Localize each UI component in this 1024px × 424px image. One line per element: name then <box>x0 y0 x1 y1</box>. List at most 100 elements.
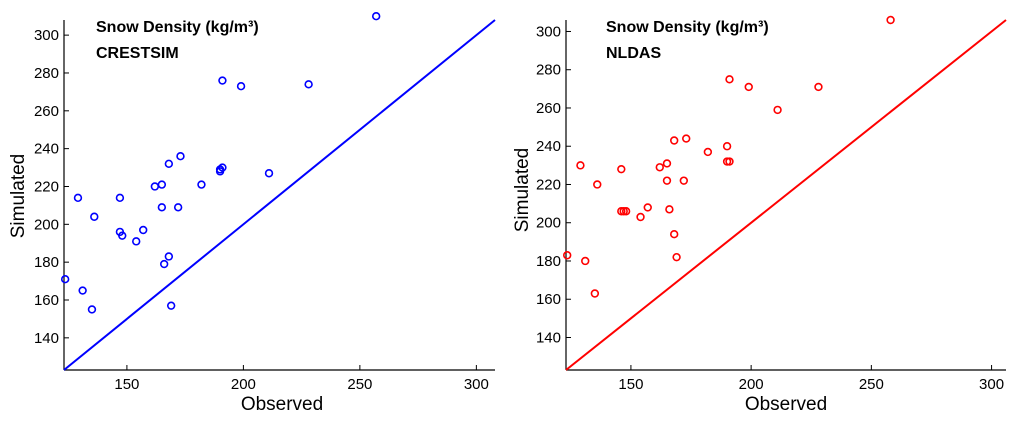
scatter-point <box>73 193 83 203</box>
x-axis-label: Observed <box>241 394 323 415</box>
scatter-point <box>60 274 70 284</box>
x-ticks: 150 200 250 300 <box>114 365 489 393</box>
x-tick-label: 150 <box>618 376 643 393</box>
scatter-point <box>576 161 585 170</box>
scatter-point <box>621 207 631 216</box>
scatter-point <box>118 231 127 240</box>
scatter-point <box>703 147 713 157</box>
panel-nldas: Snow Density (kg/m³) NLDAS Observed Simu… <box>512 15 1007 415</box>
y-tick-label: 200 <box>34 216 59 233</box>
scatter-point <box>581 256 590 266</box>
scatter-points <box>60 12 381 314</box>
axes <box>63 20 495 371</box>
scatter-point <box>166 301 176 310</box>
y-tick-label: 200 <box>536 215 561 232</box>
scatter-point <box>662 159 672 168</box>
y-tick-label: 140 <box>34 330 59 347</box>
reference-line-group <box>565 19 1007 371</box>
scatter-point <box>115 193 125 203</box>
scatter-point <box>655 163 664 172</box>
scatter-point <box>725 157 734 166</box>
x-ticks: 150 200 250 300 <box>618 365 1004 393</box>
y-tick-label: 220 <box>536 176 561 193</box>
y-tick-label: 160 <box>34 292 59 309</box>
y-tick-label: 240 <box>536 138 561 155</box>
scatter-point <box>78 286 87 295</box>
scatter-point <box>176 152 185 161</box>
y-tick-label: 180 <box>34 254 59 271</box>
y-tick-label: 140 <box>536 329 561 346</box>
scatter-point <box>173 203 183 212</box>
scatter-point <box>164 252 174 261</box>
scatter-point <box>371 12 381 21</box>
scatter-point <box>725 75 734 84</box>
scatter-point <box>679 176 689 185</box>
scatter-point <box>132 237 141 246</box>
scatter-point <box>197 180 206 189</box>
scatter-point <box>744 82 753 92</box>
scatter-point <box>672 252 681 262</box>
panel-title-line1: Snow Density (kg/m³) <box>96 19 259 36</box>
y-axis-label: Simulated <box>8 154 29 239</box>
y-tick-label: 260 <box>536 100 561 117</box>
scatter-point <box>236 82 246 91</box>
y-tick-label: 180 <box>536 253 561 270</box>
reference-line-group <box>63 19 496 371</box>
scatter-point <box>164 159 174 168</box>
scatter-point <box>218 163 227 172</box>
y-tick-label: 260 <box>34 103 59 120</box>
scatter-point <box>159 259 169 269</box>
y-tick-label: 300 <box>34 27 59 44</box>
scatter-point <box>593 180 602 189</box>
y-tick-label: 240 <box>34 141 59 158</box>
scatter-point <box>157 203 167 212</box>
scatter-point <box>662 176 672 185</box>
scatter-point <box>304 80 313 89</box>
y-ticks: 140 160 180 200 220 240 260 280 300 <box>536 23 571 346</box>
scatter-point <box>157 180 167 189</box>
scatter-point <box>563 251 572 260</box>
axes <box>565 20 1006 371</box>
scatter-point <box>722 142 732 151</box>
y-tick-label: 280 <box>34 65 59 82</box>
panel-crestsim: Snow Density (kg/m³) CRESTSIM Observed S… <box>8 12 496 415</box>
y-tick-label: 300 <box>536 23 561 40</box>
panel-title-line2: CRESTSIM <box>96 45 179 62</box>
x-axis-label: Observed <box>745 394 827 415</box>
x-tick-label: 300 <box>979 376 1004 393</box>
x-tick-label: 200 <box>231 376 256 393</box>
scatter-point <box>139 225 148 235</box>
x-tick-label: 300 <box>464 376 489 393</box>
y-ticks: 140 160 180 200 220 240 260 280 300 <box>34 27 69 347</box>
scatter-point <box>87 305 97 314</box>
x-tick-label: 250 <box>859 376 884 393</box>
scatter-points <box>563 15 895 298</box>
x-tick-label: 150 <box>114 376 139 393</box>
scatter-point <box>773 105 782 115</box>
scatter-point <box>682 134 691 143</box>
scatter-point <box>636 212 645 222</box>
one-to-one-line <box>63 19 496 371</box>
scatter-point <box>814 82 823 92</box>
x-tick-label: 250 <box>347 376 372 393</box>
scatter-point <box>90 212 99 221</box>
scatter-point <box>886 15 895 25</box>
scatter-point <box>617 164 626 174</box>
panel-title-line1: Snow Density (kg/m³) <box>606 19 769 36</box>
one-to-one-line <box>565 19 1007 371</box>
y-tick-label: 160 <box>536 291 561 308</box>
scatter-point <box>669 230 679 239</box>
x-tick-label: 200 <box>739 376 764 393</box>
scatter-point <box>150 182 160 191</box>
scatter-point <box>218 76 227 85</box>
y-tick-label: 280 <box>536 62 561 79</box>
y-tick-label: 220 <box>34 178 59 195</box>
panel-title-line2: NLDAS <box>606 45 661 62</box>
scatter-point <box>264 169 274 178</box>
scatter-point <box>643 203 652 212</box>
scatter-point <box>669 136 679 145</box>
scatter-point <box>590 289 600 298</box>
y-axis-label: Simulated <box>512 148 533 233</box>
scatter-point <box>665 205 674 214</box>
